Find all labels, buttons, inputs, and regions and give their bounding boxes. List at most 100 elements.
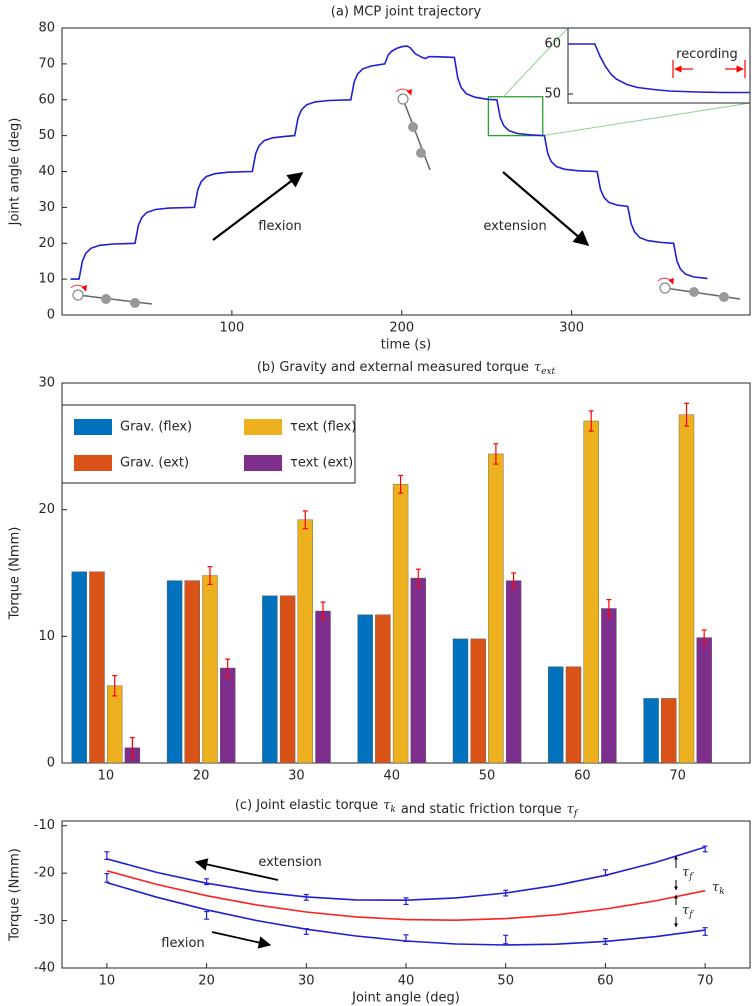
bar [262, 595, 278, 764]
math-subscript: k [390, 805, 395, 815]
annotation: τf [682, 865, 694, 882]
bar [279, 595, 296, 764]
icon-rotation [395, 88, 412, 96]
legend-label: Grav. (flex) [120, 420, 192, 435]
icon-link [402, 98, 431, 171]
error-bar [129, 737, 135, 759]
x-tick-label: 300 [559, 321, 584, 336]
arrow [194, 858, 279, 881]
legend-swatch [244, 419, 282, 435]
bar [315, 610, 331, 764]
error-bar [403, 897, 409, 906]
bar [392, 484, 409, 764]
bar [470, 638, 486, 764]
legend-swatch [74, 455, 112, 471]
error-bar [104, 873, 110, 883]
bar [452, 638, 469, 764]
plot-frame [61, 820, 751, 969]
error-bar [104, 851, 110, 861]
arrow [212, 172, 304, 241]
bar [661, 698, 677, 764]
x-tick-label: 30 [288, 769, 305, 784]
error-bar [204, 910, 210, 920]
error-bar [112, 674, 118, 697]
text-part: (c) Joint elastic torque [235, 798, 378, 813]
x-tick-label: 40 [383, 769, 400, 784]
legend-swatch [244, 455, 282, 471]
error-bar [403, 934, 409, 943]
annotation: τf [682, 903, 694, 920]
annotation: flexion [258, 219, 301, 234]
math-subscript: k [719, 887, 724, 897]
x-tick-label: 20 [198, 974, 215, 989]
error-bar [602, 937, 608, 945]
error-bar [225, 658, 231, 678]
error-bar [702, 845, 708, 853]
annotation: recording [676, 47, 738, 62]
data-line [568, 43, 750, 94]
x-tick-label: 40 [398, 974, 415, 989]
text-part: flexion [258, 219, 301, 234]
legend-label: τext (ext) [290, 456, 353, 471]
bar [375, 614, 391, 764]
error-bar [415, 568, 421, 588]
math-symbol: τ [534, 360, 542, 375]
math-subscript: f [688, 910, 694, 920]
math-symbol: τ [682, 903, 690, 918]
error-bar [702, 927, 708, 936]
data-line [70, 45, 708, 280]
y-axis-label: Joint angle (deg) [8, 118, 23, 227]
bar [89, 571, 105, 764]
math-symbol: τ [383, 798, 391, 813]
y-tick-label: 0 [47, 756, 55, 771]
x-tick-label: 100 [219, 321, 244, 336]
error-bar [302, 510, 308, 530]
zoom-box [487, 96, 544, 137]
x-tick-label: 50 [479, 769, 496, 784]
x-tick-label: 60 [574, 769, 591, 784]
x-axis-label: time (s) [381, 338, 431, 353]
bar [166, 580, 183, 764]
math-subscript: f [573, 809, 579, 819]
x-tick-label: 10 [99, 974, 116, 989]
bar [219, 667, 236, 764]
y-tick-label: 20 [38, 236, 55, 251]
bar [505, 580, 522, 764]
text-part: flexion [161, 936, 204, 951]
annotation: extension [483, 219, 546, 234]
annotation: extension [258, 855, 321, 870]
y-tick-label: 70 [38, 56, 55, 71]
icon-rotation [657, 277, 674, 285]
error-bar [606, 598, 612, 618]
y-tick-label: 30 [38, 200, 55, 215]
y-tick-label: 10 [38, 629, 55, 644]
annotation: τk [712, 880, 725, 897]
icon-rotation [70, 284, 87, 292]
bar [184, 580, 200, 764]
icon-joint [408, 122, 418, 132]
math-symbol: τ [567, 802, 575, 817]
y-tick-label: 50 [38, 128, 55, 143]
x-tick-label: 30 [298, 974, 315, 989]
bar [678, 414, 695, 764]
math-subscript: ext [541, 367, 555, 377]
bar [71, 571, 87, 764]
annotation: flexion [161, 936, 204, 951]
icon-joint [659, 282, 671, 294]
y-tick-label: 80 [38, 21, 55, 36]
y-axis-label: Torque (Nmm) [8, 527, 23, 621]
legend-label: τext (flex) [290, 420, 356, 435]
bar [548, 666, 564, 764]
text-part: extension [483, 219, 546, 234]
x-tick-label: 50 [497, 974, 514, 989]
y-tick-label: -20 [34, 866, 55, 881]
text-part: and static friction torque [401, 802, 562, 817]
y-tick-label: 20 [38, 502, 55, 517]
error-bar [602, 869, 608, 877]
error-bar [493, 443, 499, 465]
error-bar [701, 629, 707, 646]
bar [410, 577, 426, 764]
error-bar [511, 572, 517, 589]
y-tick-label: 10 [38, 272, 55, 287]
icon-joint [719, 292, 729, 302]
